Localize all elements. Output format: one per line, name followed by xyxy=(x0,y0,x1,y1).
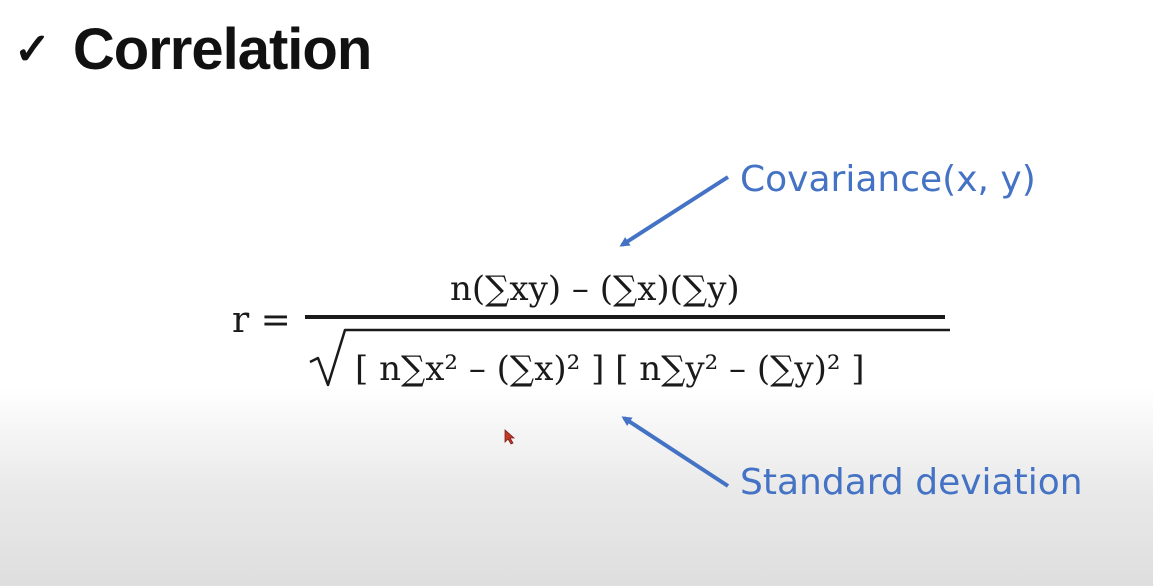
check-icon: ✓ xyxy=(14,25,51,74)
standard-deviation-arrow xyxy=(621,416,730,488)
mouse-cursor-icon xyxy=(504,429,516,445)
slide-title: ✓ Correlation xyxy=(14,12,372,88)
sqrt-sign xyxy=(309,328,950,387)
slide-title-text: Correlation xyxy=(72,17,372,82)
fraction-bar xyxy=(305,315,945,319)
formula-denominator: [ n∑x² – (∑x)² ] [ n∑y² – (∑y)² ] xyxy=(355,349,865,389)
formula-numerator: n(∑xy) – (∑x)(∑y) xyxy=(450,269,740,309)
formula-lhs: r = xyxy=(232,300,291,341)
covariance-arrow xyxy=(619,175,730,247)
standard-deviation-label: Standard deviation xyxy=(740,462,1083,503)
covariance-label: Covariance(x, y) xyxy=(740,159,1036,200)
